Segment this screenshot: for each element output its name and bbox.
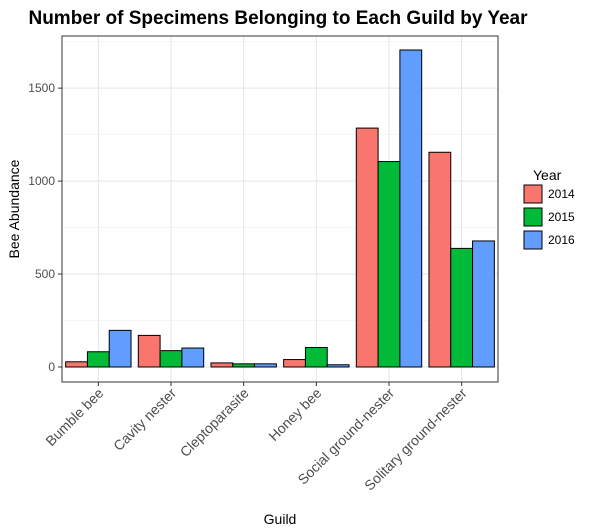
bar-2014 — [210, 362, 234, 368]
bar-2014 — [283, 359, 306, 368]
x-axis-title: Guild — [264, 511, 297, 527]
bar-2015 — [232, 363, 256, 368]
legend-key-2014 — [523, 184, 543, 204]
x-tick-label: Bumble bee — [42, 385, 106, 449]
bar-2016 — [399, 49, 423, 368]
bar-2016 — [181, 347, 205, 368]
bar-2016 — [472, 240, 495, 368]
bar-2015 — [377, 161, 401, 368]
bar-2014 — [355, 127, 379, 368]
x-tick-label: Honey bee — [265, 385, 324, 444]
legend-title: Year — [533, 167, 562, 183]
bar-2016 — [108, 329, 132, 368]
bar-2015 — [86, 351, 110, 368]
legend-label-2014: 2014 — [548, 187, 575, 201]
bar-2015 — [159, 350, 183, 368]
bar-2016 — [326, 364, 350, 368]
bar-2014 — [428, 151, 452, 368]
bars — [65, 49, 495, 368]
legend: Year 2014 2015 2016 — [523, 167, 575, 250]
x-tick-label: Cavity nester — [110, 385, 179, 454]
gridlines — [62, 36, 498, 382]
bar-2015 — [450, 247, 474, 368]
bar-2014 — [65, 361, 88, 368]
y-tick-label: 1000 — [28, 174, 55, 188]
y-axis-ticks: 0 500 1000 1500 — [28, 81, 62, 374]
x-tick-label: Cleptoparasite — [177, 385, 252, 460]
y-tick-label: 1500 — [28, 81, 55, 95]
bar-2014 — [137, 334, 161, 368]
legend-key-2016 — [523, 230, 543, 250]
y-tick-label: 500 — [35, 267, 55, 281]
plot-border — [61, 35, 499, 383]
legend-key-2015 — [523, 207, 543, 227]
legend-label-2015: 2015 — [548, 210, 575, 224]
plot-panel — [62, 36, 498, 382]
bar-2016 — [254, 363, 277, 368]
legend-label-2016: 2016 — [548, 233, 575, 247]
bar-2015 — [304, 346, 328, 368]
y-tick-label: 0 — [48, 360, 55, 374]
chart-title: Number of Specimens Belonging to Each Gu… — [28, 8, 528, 29]
y-axis-title: Bee Abundance — [6, 159, 22, 258]
